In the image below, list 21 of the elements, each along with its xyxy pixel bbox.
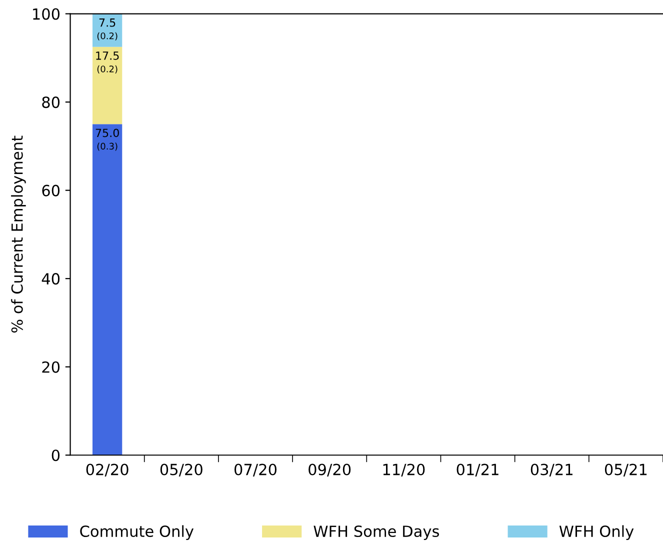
y-tick-label: 80 (42, 96, 60, 108)
y-tick-label: 100 (33, 8, 60, 20)
x-tick-label: 07/20 (234, 464, 277, 476)
x-tick-label: 01/21 (456, 464, 498, 476)
legend-label: Commute Only (80, 525, 194, 540)
data-label: 17.5 (0.2) (96, 52, 119, 74)
data-label: 7.5 (0.2) (97, 18, 118, 40)
x-tick-label: 02/20 (86, 464, 128, 476)
y-axis-title: % of Current Employment (11, 136, 26, 333)
legend-label: WFH Some Days (314, 525, 439, 540)
legend-label: WFH Only (559, 525, 634, 540)
x-tick-label: 05/21 (604, 464, 647, 476)
y-tick-label: 0 (52, 450, 60, 462)
x-tick-label: 03/21 (530, 464, 572, 476)
y-tick-label: 60 (42, 184, 60, 196)
y-tick-label: 20 (42, 361, 60, 373)
x-tick-label: 09/20 (308, 464, 351, 476)
data-label: 75.0 (0.3) (96, 128, 119, 151)
y-tick-label: 40 (42, 273, 60, 285)
x-tick-label: 11/20 (383, 464, 425, 476)
x-tick-label: 05/20 (160, 464, 202, 476)
